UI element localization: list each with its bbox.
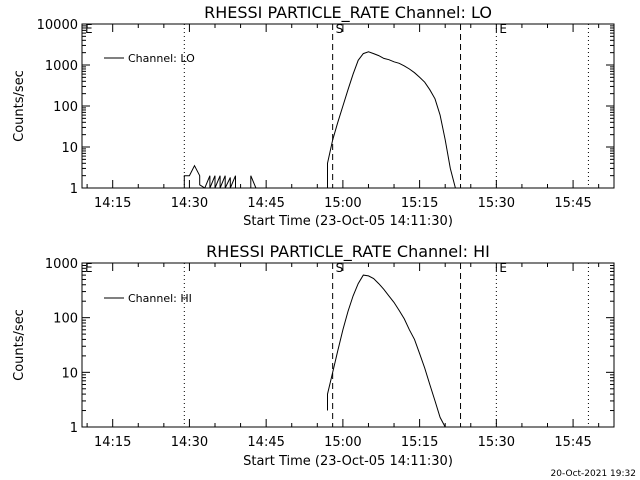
series-line-channel-hi [327, 274, 446, 428]
y-tick-label: 1000 [45, 59, 78, 74]
legend-label-lo: Channel: LO [128, 52, 195, 65]
panel-hi-frame [81, 262, 615, 428]
panel-lo-ticks: 14:15 14:30 14:45 15:00 15:15 15:30 15:45 1 10 10… [37, 18, 614, 211]
x-tick-label: 14:15 [94, 196, 131, 211]
x-tick-label: 15:45 [554, 435, 591, 450]
marker-label: E [499, 22, 507, 36]
creation-timestamp: 20-Oct-2021 19:32 [551, 469, 636, 479]
y-tick-label: 100 [53, 312, 78, 327]
marker-label: E [85, 22, 93, 36]
panel-lo-ylabel: Counts/sec [12, 70, 27, 142]
x-tick-label: 15:30 [478, 435, 515, 450]
panel-hi-ylabel: Counts/sec [12, 309, 27, 381]
panel-lo-title: RHESSI PARTICLE_RATE Channel: LO [204, 3, 492, 23]
panel-hi: RHESSI PARTICLE_RATE Channel: HI 14:15 14… [12, 242, 615, 469]
x-tick-label: 14:45 [247, 435, 284, 450]
marker-label: E [499, 261, 507, 275]
x-tick-label: 15:30 [478, 196, 515, 211]
x-tick-label: 15:15 [401, 435, 438, 450]
panel-hi-xlabel: Start Time (23-Oct-05 14:11:30) [243, 454, 453, 469]
x-tick-label: 14:30 [171, 435, 208, 450]
y-tick-label: 10000 [37, 18, 78, 33]
marker-label: E [85, 261, 93, 275]
panel-hi-ticks: 14:15 14:30 14:45 15:00 15:15 15:30 15:45 1 10 10… [45, 257, 614, 450]
x-tick-label: 14:30 [171, 196, 208, 211]
marker-label: S [336, 22, 344, 36]
y-tick-label: 10 [61, 141, 78, 156]
panel-hi-title: RHESSI PARTICLE_RATE Channel: HI [206, 242, 490, 262]
y-tick-label: 10 [61, 366, 78, 381]
marker-label: S [336, 261, 344, 275]
legend-label-hi: Channel: HI [128, 292, 192, 305]
panel-lo-frame [81, 23, 615, 189]
x-tick-label: 15:00 [324, 196, 361, 211]
panel-lo: RHESSI PARTICLE_RATE Channel: LO 14:15 14… [12, 3, 615, 229]
panel-lo-xlabel: Start Time (23-Oct-05 14:11:30) [243, 214, 453, 229]
y-tick-label: 1000 [45, 257, 78, 272]
y-tick-label: 100 [53, 100, 78, 115]
series-line-channel-lo [183, 51, 456, 189]
x-tick-label: 15:15 [401, 196, 438, 211]
x-tick-label: 15:45 [554, 196, 591, 211]
x-tick-label: 14:45 [247, 196, 284, 211]
x-tick-label: 14:15 [94, 435, 131, 450]
y-tick-label: 1 [70, 421, 78, 436]
y-tick-label: 1 [70, 182, 78, 197]
x-tick-label: 15:00 [324, 435, 361, 450]
